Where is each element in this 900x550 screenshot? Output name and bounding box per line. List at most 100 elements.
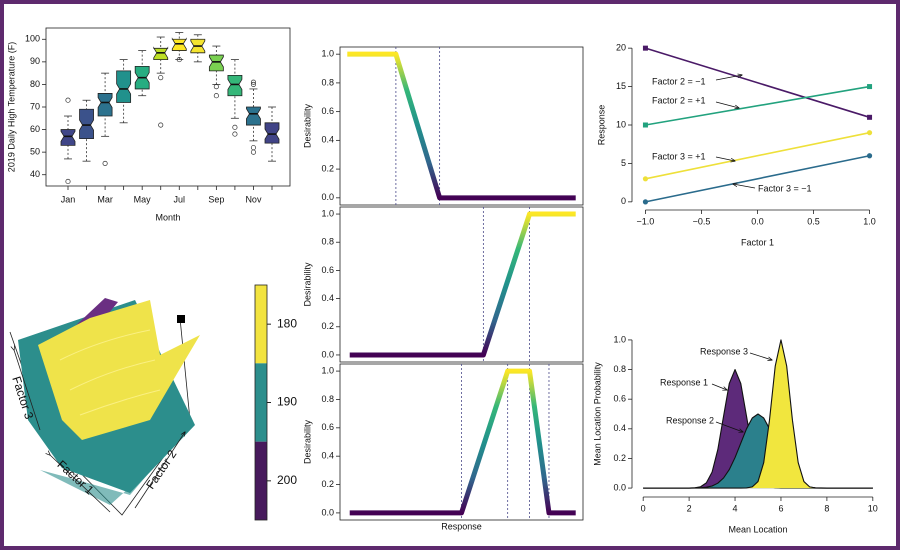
outlier (250, 149, 257, 155)
y-tick-label: 0.2 (321, 163, 334, 173)
density-area (643, 339, 873, 489)
series-line (347, 51, 576, 201)
y-tick-label: 100 (25, 34, 40, 44)
y-tick-label: 1.0 (321, 208, 334, 218)
colorbar-segment (255, 441, 267, 520)
y-tick-label: 1.0 (321, 49, 334, 59)
x-tick-label: Jan (61, 194, 76, 204)
y-axis-label: Desirability (302, 419, 312, 464)
outlier (250, 81, 257, 87)
annotation-arrow (715, 101, 739, 108)
y-tick-label: 40 (30, 169, 40, 179)
box (60, 129, 76, 146)
x-axis-label: Mean Location (728, 524, 787, 534)
outlier (176, 57, 182, 63)
x-tick-label: 0 (641, 503, 646, 513)
x-tick-label: 2 (687, 503, 692, 513)
y-tick-label: 60 (30, 124, 40, 134)
x-axis-label: Response (441, 521, 482, 531)
point (866, 130, 873, 136)
box (208, 54, 224, 72)
y-axis-label: Response (596, 105, 606, 146)
point (866, 153, 873, 159)
box (116, 70, 132, 103)
point (867, 114, 873, 120)
y-tick-label: 5 (621, 158, 626, 168)
y-tick-label: 90 (30, 56, 40, 66)
y-tick-label: 0.2 (613, 453, 626, 463)
x-tick-label: 1.0 (863, 216, 876, 226)
y-tick-label: 20 (616, 43, 626, 53)
x-axis-label: Month (155, 212, 180, 222)
y-tick-label: 0.8 (321, 394, 334, 404)
point (642, 199, 649, 205)
series-line (645, 85, 870, 126)
y-axis-label: Desirability (302, 103, 312, 148)
annotation-arrow (715, 156, 735, 161)
outlier (213, 93, 219, 99)
annotation: Response 3 (700, 346, 748, 356)
annotation: Response 1 (660, 377, 708, 387)
outlier (250, 79, 257, 85)
annotation-arrow (715, 421, 743, 432)
plot-frame (339, 206, 584, 363)
box (227, 75, 243, 97)
outlier (213, 84, 219, 90)
x-tick-label: 8 (824, 503, 829, 513)
plot-frame (339, 46, 584, 206)
y-axis-label: Mean Location Probability (592, 362, 602, 466)
y-tick-label: 0.4 (321, 451, 334, 461)
x-tick-label: 0.5 (807, 216, 820, 226)
x-tick-label: −0.5 (693, 216, 711, 226)
y-tick-label: 0.2 (321, 479, 334, 489)
outlier (158, 75, 164, 81)
annotation: Factor 3 = −1 (758, 183, 812, 193)
y-tick-label: 0.0 (321, 349, 334, 359)
y-tick-label: 0.6 (321, 106, 334, 116)
y-tick-label: 0.4 (321, 293, 334, 303)
series-line (645, 154, 870, 203)
box (97, 93, 113, 117)
annotation: Factor 2 = +1 (652, 95, 706, 105)
annotation-arrow (715, 75, 742, 81)
surface-plot: Factor 3 Factor 1 Factor 2 (9, 298, 200, 516)
x-tick-label: 4 (733, 503, 738, 513)
annotation: Factor 2 = −1 (652, 76, 706, 86)
x-tick-label: −1.0 (637, 216, 655, 226)
x-tick-label: Mar (97, 194, 113, 204)
outlier (102, 160, 108, 166)
colorbar-tick-label: 200 (277, 473, 297, 487)
y-tick-label: 0.8 (321, 77, 334, 87)
y-tick-label: 0 (621, 196, 626, 206)
outlier (65, 97, 71, 103)
y-tick-label: 50 (30, 147, 40, 157)
x-tick-label: Sep (208, 194, 224, 204)
series-line (645, 131, 870, 180)
colorbar-tick-label: 180 (277, 316, 297, 330)
y-tick-label: 0.4 (613, 423, 626, 433)
y-tick-label: 0.8 (321, 237, 334, 247)
y-tick-label: 0.6 (613, 394, 626, 404)
annotation-arrow (749, 352, 772, 360)
box (79, 108, 94, 140)
y-axis-label: Desirability (302, 262, 312, 307)
y-axis-label: 2019 Daily High Temperature (F) (6, 42, 16, 172)
y-tick-label: 0.4 (321, 135, 334, 145)
outlier (232, 131, 238, 137)
y-tick-label: 10 (616, 119, 626, 129)
series-line (645, 47, 870, 119)
x-tick-label: May (134, 194, 152, 204)
y-tick-label: 0.0 (321, 507, 334, 517)
box (153, 46, 169, 60)
box (171, 37, 187, 51)
box (246, 106, 261, 126)
series-line (349, 368, 576, 516)
annotation-arrow (711, 383, 727, 390)
x-tick-label: Nov (245, 194, 262, 204)
point (642, 45, 648, 51)
series-line (349, 211, 576, 358)
y-tick-label: 70 (30, 101, 40, 111)
y-tick-label: 0.6 (321, 422, 334, 432)
point (867, 84, 873, 90)
